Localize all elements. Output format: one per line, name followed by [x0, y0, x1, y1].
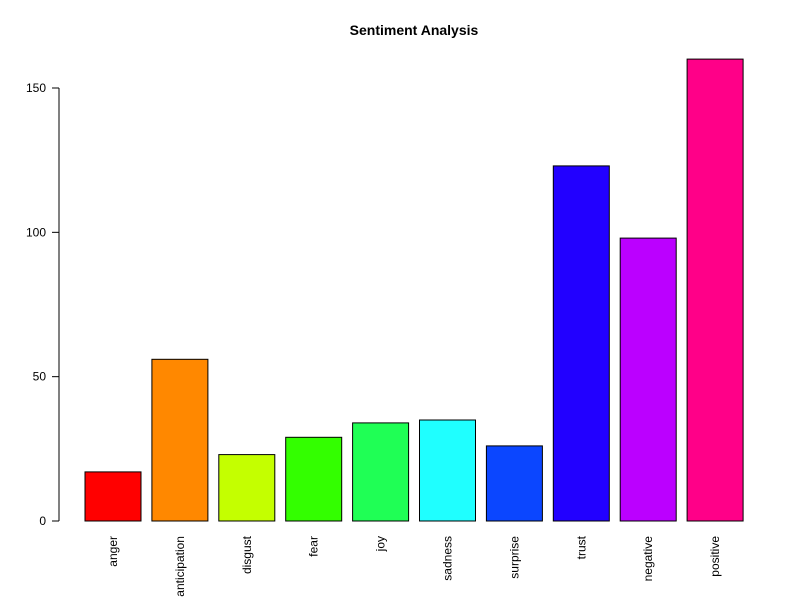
x-tick-label: surprise: [507, 536, 521, 579]
x-tick-label: sadness: [441, 536, 455, 581]
x-tick-label: anger: [106, 536, 120, 567]
bars-group: [84, 58, 744, 522]
y-tick-label: 0: [39, 514, 46, 528]
x-tick-label: anticipation: [173, 536, 187, 597]
bar-fear: [285, 436, 343, 522]
bar-surprise: [485, 445, 543, 522]
y-axis: 0 50 100 150: [26, 81, 60, 528]
x-tick-label: joy: [374, 536, 388, 552]
x-tick-label: fear: [307, 536, 321, 557]
x-tick-labels: anger anticipation disgust fear joy sadness su…: [106, 535, 722, 596]
bar-negative: [619, 237, 677, 522]
y-tick-label: 100: [26, 225, 46, 239]
bar-positive: [686, 58, 744, 522]
bar-anger: [84, 471, 142, 522]
bar-sadness: [419, 419, 476, 522]
x-tick-label: trust: [574, 535, 588, 559]
x-tick-label: negative: [641, 536, 655, 582]
x-tick-label: disgust: [240, 535, 254, 574]
bar-disgust: [218, 454, 276, 522]
chart-title: Sentiment Analysis: [350, 22, 479, 38]
x-tick-label: positive: [708, 536, 722, 577]
bar-trust: [552, 165, 610, 522]
y-tick-label: 150: [26, 81, 46, 95]
bar-joy: [352, 422, 410, 522]
bar-anticipation: [151, 358, 209, 522]
y-tick-label: 50: [33, 370, 47, 384]
